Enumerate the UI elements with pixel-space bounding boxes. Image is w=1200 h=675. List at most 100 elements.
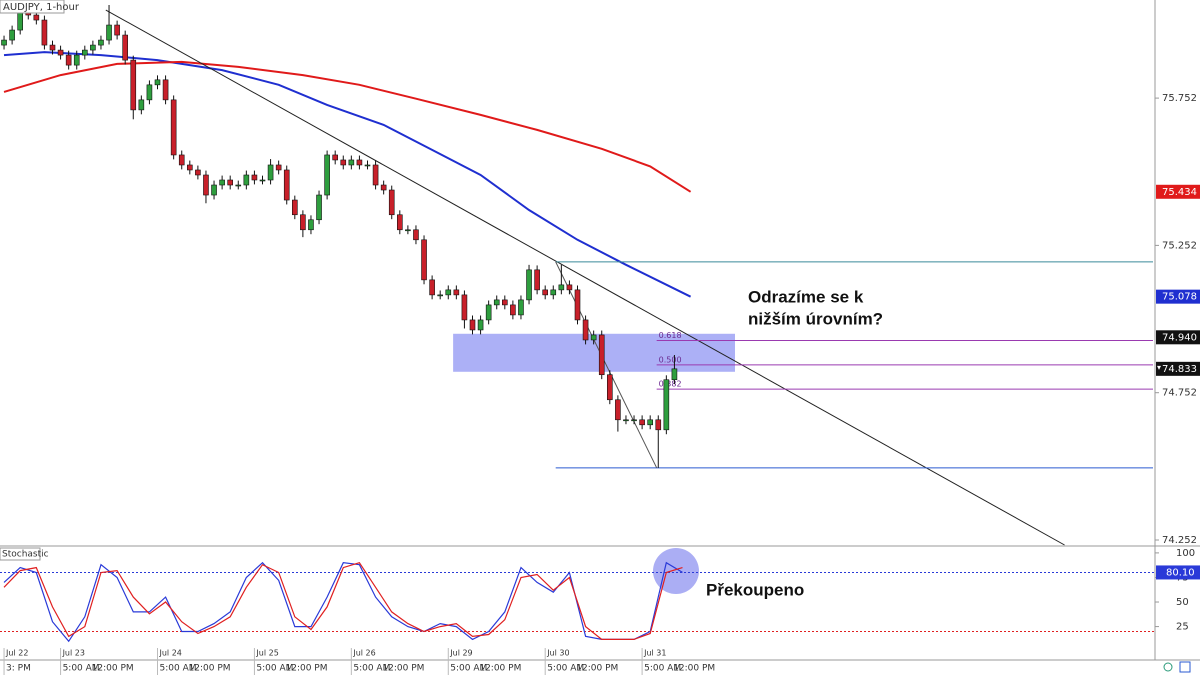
candle-body bbox=[663, 379, 670, 431]
price-label-box bbox=[1156, 330, 1200, 345]
sync-icon[interactable] bbox=[1163, 662, 1173, 672]
candle-body bbox=[582, 319, 589, 341]
x-time-label: 12:00 PM bbox=[673, 664, 715, 674]
x-time-label: 5:00 AM bbox=[644, 664, 681, 674]
candle-body bbox=[49, 44, 56, 51]
price-label-box bbox=[1156, 361, 1200, 376]
y-tick-label: 74.252 bbox=[1162, 535, 1197, 546]
candle-body bbox=[211, 184, 217, 196]
candle-body bbox=[82, 49, 88, 56]
candle-body bbox=[413, 229, 419, 241]
overbought-highlight bbox=[653, 548, 699, 594]
candle-body bbox=[372, 164, 379, 186]
candle-body bbox=[324, 154, 330, 196]
candle-body bbox=[146, 84, 153, 101]
x-tick-label: Jul 30 bbox=[546, 649, 569, 658]
price-label-box bbox=[1156, 184, 1200, 199]
candle-body bbox=[558, 284, 565, 291]
annotation: Odrazíme se k bbox=[748, 287, 864, 306]
candle-body bbox=[275, 164, 282, 171]
candle-body bbox=[308, 219, 314, 231]
x-time-label: 5:00 AM bbox=[63, 664, 100, 674]
candle-body bbox=[566, 284, 573, 291]
indicator-title: Stochastic bbox=[2, 550, 49, 560]
y-tick-label: 74.752 bbox=[1162, 388, 1197, 399]
candle-body bbox=[615, 399, 621, 421]
candle-body bbox=[405, 229, 411, 232]
candle-body bbox=[114, 24, 120, 36]
fib-level-label: 0.382 bbox=[659, 380, 682, 389]
candle-body bbox=[178, 154, 185, 166]
moving-average bbox=[3, 60, 692, 193]
candle-body bbox=[437, 294, 443, 297]
candle-body bbox=[510, 304, 516, 316]
candle-body bbox=[340, 159, 347, 166]
candle-body bbox=[170, 99, 177, 156]
y-tick-label: 100 bbox=[1176, 548, 1195, 559]
price-label: 75.434 bbox=[1162, 187, 1197, 198]
x-tick-label: Jul 22 bbox=[5, 649, 28, 658]
candle-body bbox=[316, 194, 322, 221]
x-tick-label: Jul 24 bbox=[159, 649, 182, 658]
fib-level-label: 0.618 bbox=[659, 331, 682, 340]
price-label: 80.10 bbox=[1166, 567, 1195, 578]
price-label-box bbox=[1156, 565, 1200, 580]
candle-body bbox=[631, 419, 637, 422]
chart-title: AUDJPY, 1-hour bbox=[3, 2, 80, 13]
toolbar-icons[interactable] bbox=[1163, 661, 1191, 673]
candle-body bbox=[130, 59, 137, 111]
candle-body bbox=[364, 164, 371, 167]
y-tick-label: 75.252 bbox=[1162, 240, 1197, 251]
candle-body bbox=[518, 299, 524, 316]
candle-body bbox=[227, 179, 233, 186]
candle-body bbox=[292, 199, 298, 216]
candle-body bbox=[235, 184, 242, 187]
x-time-label: 5:00 AM bbox=[450, 664, 487, 674]
candle-body bbox=[493, 299, 500, 306]
candle-body bbox=[477, 319, 484, 331]
candle-body bbox=[647, 419, 653, 426]
candle-body bbox=[461, 294, 468, 321]
candle-body bbox=[57, 49, 64, 56]
candle-body bbox=[397, 214, 403, 231]
annotation: nižším úrovním? bbox=[748, 309, 883, 328]
x-tick-label: Jul 23 bbox=[62, 649, 85, 658]
fib-swing-line bbox=[555, 261, 658, 469]
candle-body bbox=[623, 419, 629, 422]
candle-body bbox=[485, 304, 492, 321]
candle-body bbox=[639, 419, 645, 426]
candle-body bbox=[300, 214, 306, 231]
candle-body bbox=[453, 289, 460, 296]
x-time-label: 12:00 PM bbox=[92, 664, 134, 674]
candle-body bbox=[33, 14, 40, 21]
x-time-label: 5:00 AM bbox=[256, 664, 293, 674]
candle-body bbox=[590, 334, 597, 341]
price-panel: 0.618 0.500 0.382 bbox=[1, 4, 1153, 546]
current-price-marker bbox=[1157, 365, 1161, 370]
x-time-label: 12:00 PM bbox=[382, 664, 424, 674]
candle-body bbox=[267, 164, 274, 181]
candle-body bbox=[388, 189, 395, 216]
candle-body bbox=[356, 159, 363, 166]
x-time-label: 3: PM bbox=[6, 664, 31, 674]
settings-icon[interactable] bbox=[1179, 661, 1191, 673]
candle-body bbox=[195, 169, 201, 176]
candle-body bbox=[98, 39, 104, 46]
candle-body bbox=[154, 79, 161, 86]
stochastic-line bbox=[3, 561, 683, 643]
y-tick-label: 75.752 bbox=[1162, 93, 1197, 104]
candle-body bbox=[574, 289, 581, 321]
candle-body bbox=[283, 169, 290, 201]
candle-body bbox=[203, 174, 209, 196]
candle-body bbox=[138, 99, 145, 111]
stochastic-line bbox=[3, 561, 683, 640]
annotation: Překoupeno bbox=[706, 580, 804, 599]
candle-body bbox=[9, 29, 15, 41]
fib-level-label: 0.500 bbox=[659, 355, 682, 364]
candle-body bbox=[259, 179, 266, 182]
candle-body bbox=[332, 154, 338, 161]
x-tick-label: Jul 31 bbox=[643, 649, 666, 658]
x-time-label: 5:00 AM bbox=[353, 664, 390, 674]
candle-body bbox=[534, 269, 540, 291]
